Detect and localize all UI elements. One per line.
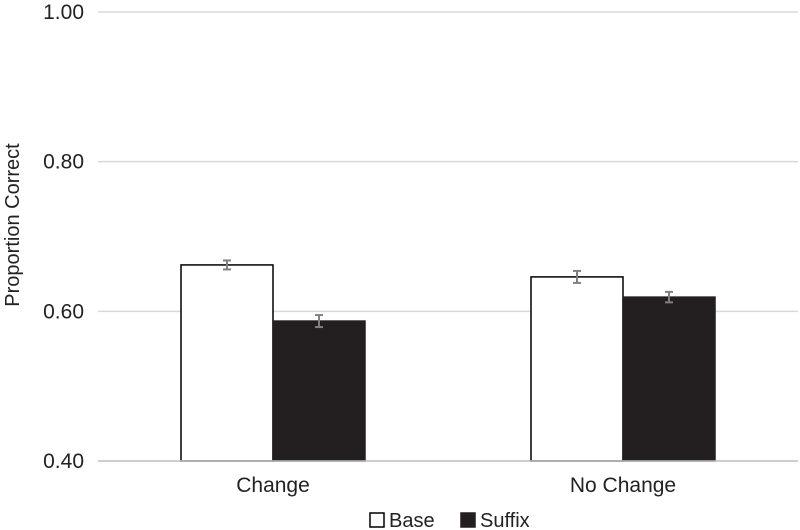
- bar-base-no-change: [530, 276, 624, 462]
- legend-label: Base: [389, 510, 435, 530]
- y-tick-label: 0.80: [43, 151, 84, 174]
- legend-swatch: [369, 512, 385, 528]
- bar-base-change: [180, 264, 274, 462]
- legend: Base Suffix: [369, 510, 530, 530]
- legend-swatch: [460, 512, 476, 528]
- bar-suffix-change: [272, 320, 366, 462]
- x-category-label: No Change: [570, 474, 676, 497]
- error-bars: [223, 259, 673, 329]
- axis-labels: 0.40 0.60 0.80 1.00 Change No Change: [43, 1, 676, 497]
- y-axis-title: Proportion Correct: [2, 143, 24, 307]
- legend-label: Suffix: [480, 510, 530, 530]
- x-category-label: Change: [236, 474, 310, 497]
- y-tick-label: 1.00: [43, 1, 84, 24]
- bar-suffix-no-change: [622, 296, 716, 462]
- y-tick-label: 0.60: [43, 300, 84, 323]
- y-tick-label: 0.40: [43, 450, 84, 473]
- bars: [180, 264, 716, 462]
